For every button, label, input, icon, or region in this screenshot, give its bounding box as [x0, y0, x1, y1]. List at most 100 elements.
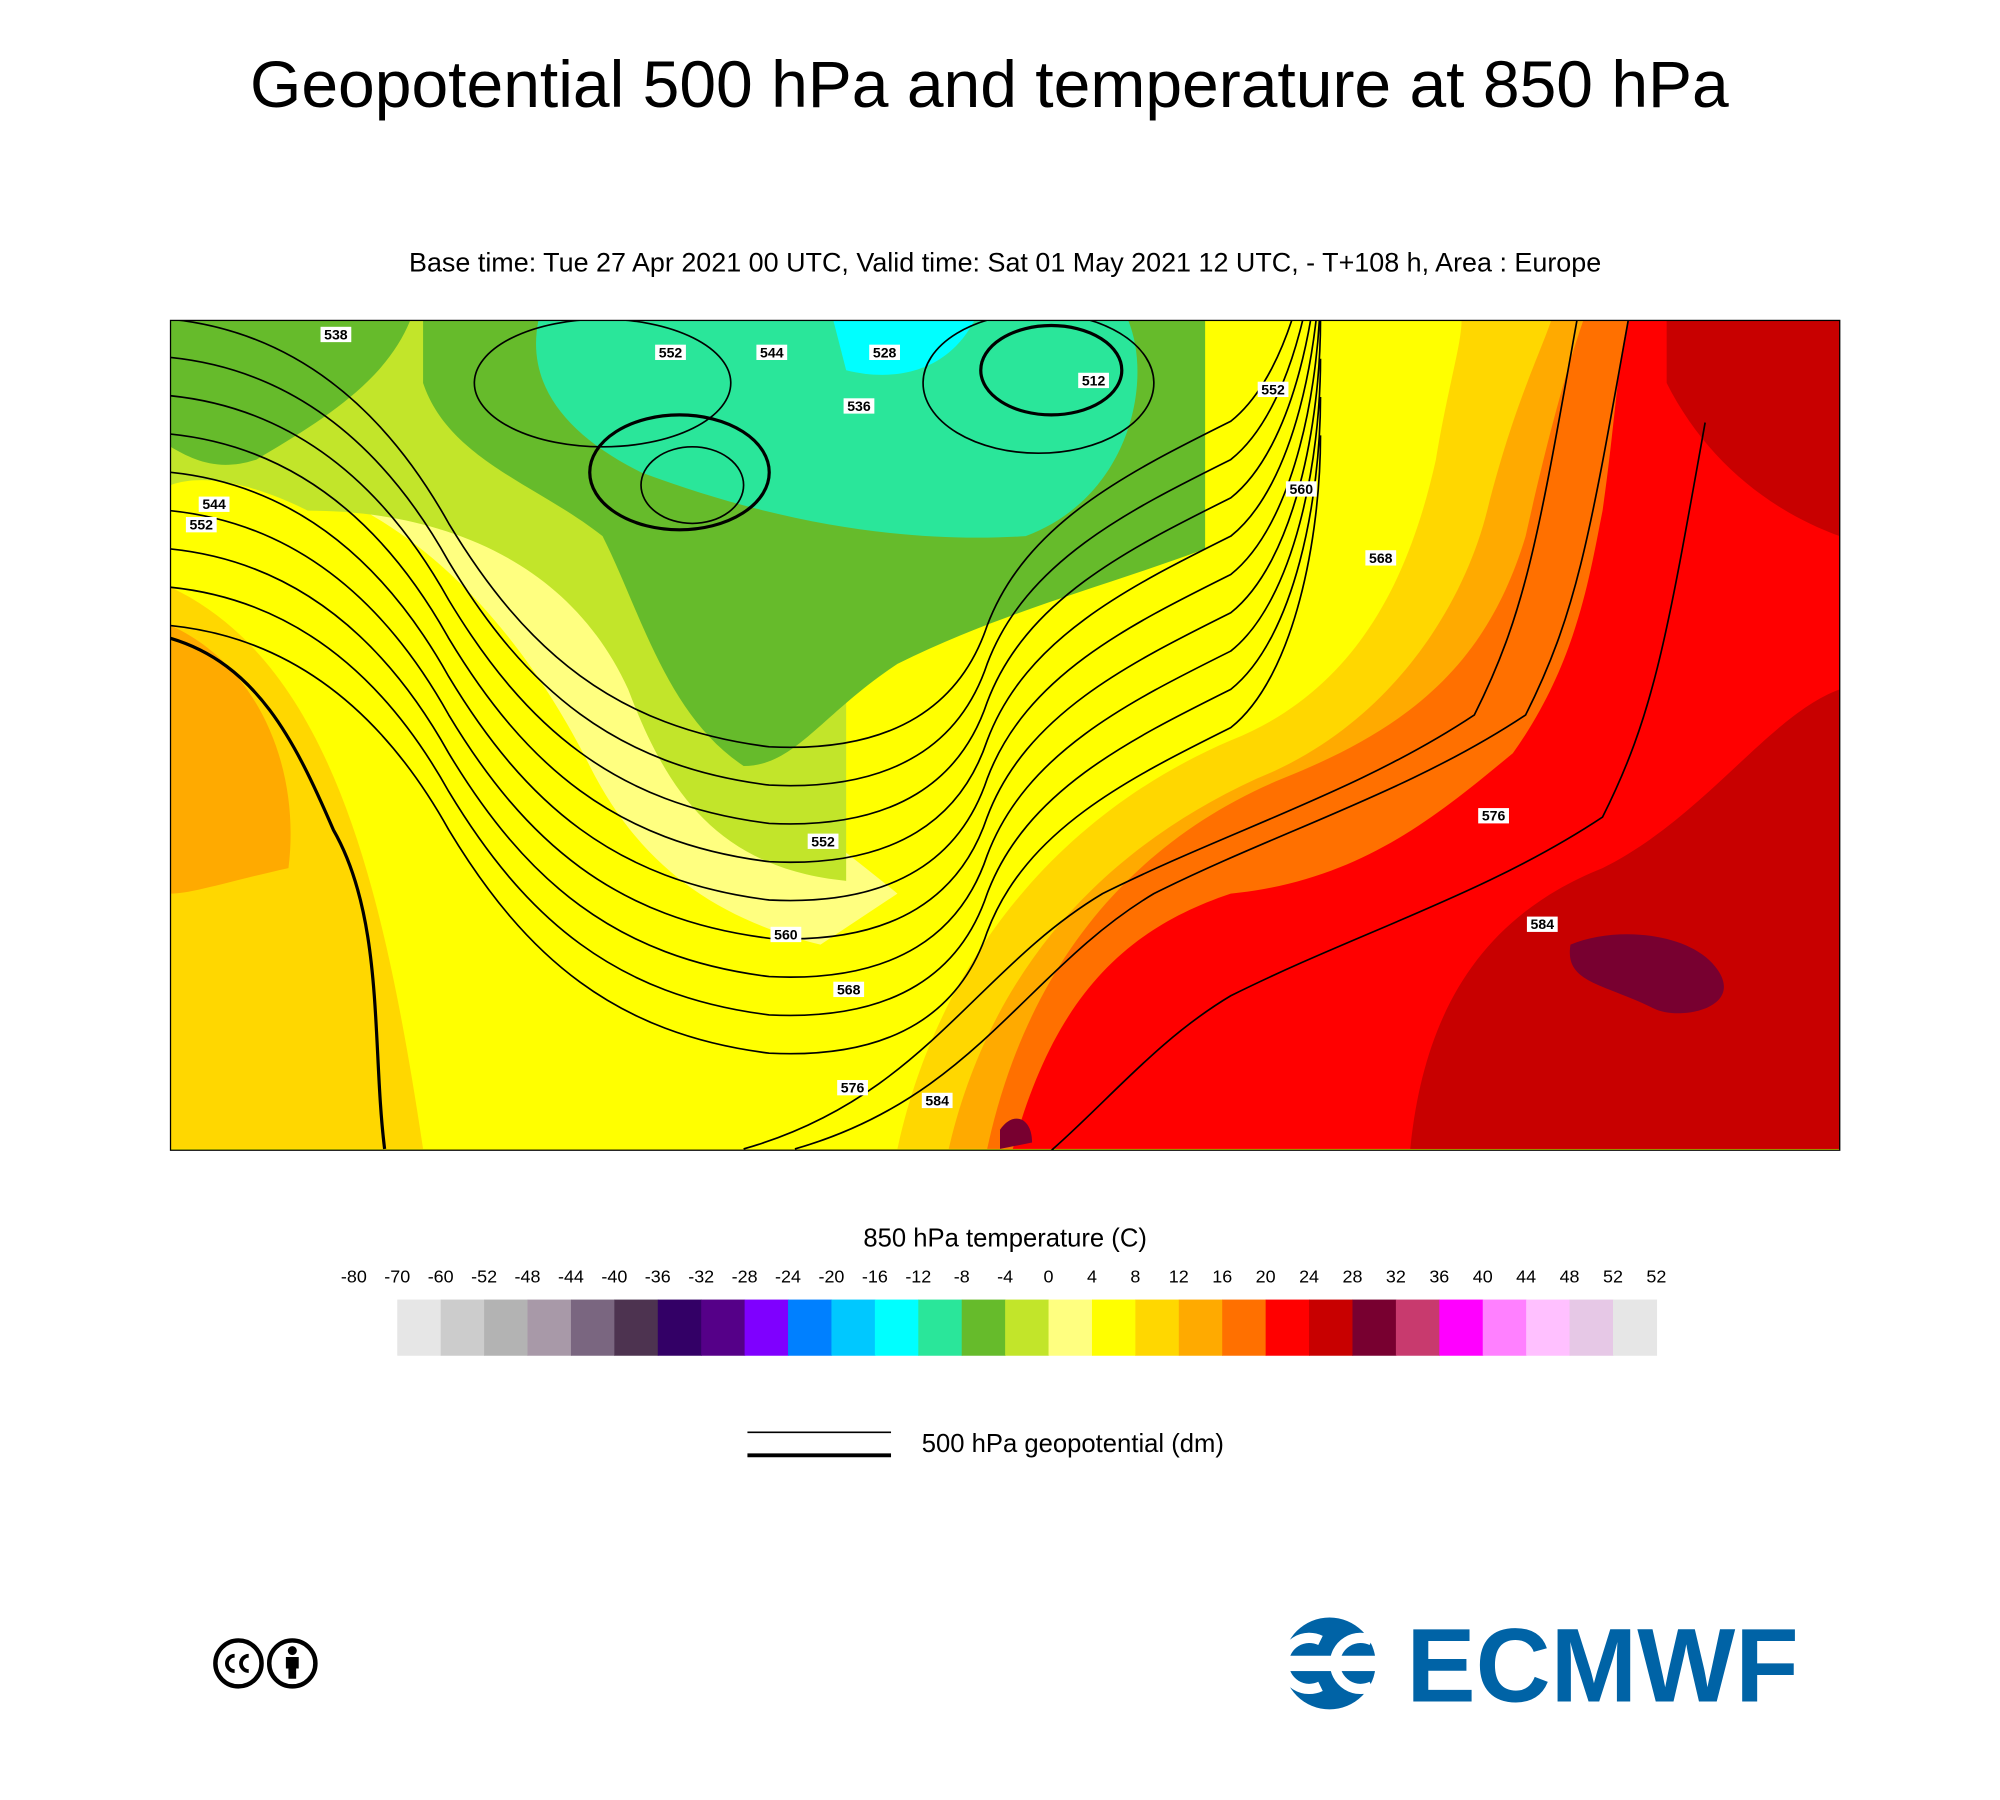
colorbar-swatch [1439, 1299, 1484, 1356]
colorbar-swatch [744, 1299, 789, 1356]
colorbar-label: -48 [515, 1267, 541, 1287]
colorbar-label: -32 [688, 1267, 714, 1287]
contour-label: 552 [1261, 381, 1285, 397]
contour-label-box [833, 981, 865, 998]
colorbar-label: 20 [1256, 1267, 1276, 1287]
contour-label: 560 [1290, 481, 1314, 497]
colorbar-label: 40 [1473, 1267, 1493, 1287]
colorbar-label: -28 [732, 1267, 758, 1287]
colorbar-swatch [1569, 1299, 1614, 1356]
contour-label-box [198, 496, 230, 512]
colorbar-label: -8 [954, 1267, 970, 1287]
contour-label: 584 [925, 1092, 949, 1108]
contour-label: 584 [1531, 916, 1555, 932]
colorbar-label: -16 [862, 1267, 888, 1287]
contour-label: 538 [324, 326, 348, 342]
geopotential-contours [170, 320, 1706, 1151]
contour-label-box [185, 517, 217, 533]
colorbar-label: 8 [1130, 1267, 1140, 1287]
colorbar-label: 28 [1342, 1267, 1362, 1287]
logo-text: ECMWF [1406, 1608, 1798, 1725]
colorbar-label: -80 [341, 1267, 367, 1287]
colorbar-swatch [1135, 1299, 1180, 1356]
colorbar-swatch [918, 1299, 963, 1356]
contour-label: 552 [659, 344, 683, 360]
contour-label-box [869, 344, 900, 360]
colorbar-label: -20 [818, 1267, 844, 1287]
colorbar-swatch [614, 1299, 659, 1356]
colorbar-label: 32 [1386, 1267, 1406, 1287]
contour-label: 528 [873, 344, 897, 360]
colorbar-label: -12 [905, 1267, 931, 1287]
colorbar-swatch [657, 1299, 702, 1356]
ecmwf-logo: ECMWF [1266, 1608, 1799, 1725]
colorbar-label: 4 [1087, 1267, 1097, 1287]
legend-label: 500 hPa geopotential (dm) [922, 1430, 1224, 1458]
contour-label-box [655, 344, 686, 360]
contour-label: 552 [190, 517, 214, 533]
temperature-area [536, 320, 1138, 538]
contour-line [588, 413, 771, 532]
contour-line [170, 636, 387, 1150]
colorbar-label: 44 [1516, 1267, 1536, 1287]
colorbar-swatch [701, 1299, 746, 1356]
colorbar-swatch [961, 1299, 1006, 1356]
colorbar-swatch [1612, 1299, 1658, 1356]
contour-label-box [1078, 372, 1109, 389]
colorbar-label: 16 [1212, 1267, 1232, 1287]
colorbar-label: -24 [775, 1267, 801, 1287]
contour-label: 568 [1369, 550, 1393, 566]
colorbar-swatch [831, 1299, 876, 1356]
colorbar-label: 0 [1044, 1267, 1054, 1287]
contour-line [922, 320, 1155, 455]
subtitle: Base time: Tue 27 Apr 2021 00 UTC, Valid… [409, 247, 1601, 277]
contour-label-box [1285, 481, 1317, 497]
contour-line [473, 320, 732, 448]
contour-label-box [843, 398, 875, 414]
colorbar-swatch [527, 1299, 572, 1356]
colorbar-swatch [1352, 1299, 1397, 1356]
colorbar-label: 52 [1603, 1267, 1623, 1287]
temperature-area [1410, 689, 1840, 1149]
cc-by-icon [213, 1638, 318, 1689]
colorbar-label: -36 [645, 1267, 671, 1287]
contour-label: 512 [1082, 372, 1106, 388]
contour-label-box [1526, 916, 1558, 932]
colorbar-swatch [1395, 1299, 1440, 1356]
contour-label: 552 [811, 833, 835, 849]
temperature-area [833, 320, 975, 375]
contour-label-box [1365, 550, 1397, 566]
contour-label-box [770, 926, 802, 943]
temperature-area [170, 625, 291, 894]
colorbar: -80 -70 -60 -52 -48 -44 -40 -36 -32 -28 -24 -20 -16-… [341, 1267, 1666, 1356]
colorbar-swatch [788, 1299, 833, 1356]
contour-label: 560 [774, 926, 798, 942]
contour-label: 544 [202, 496, 226, 512]
colorbar-label: 36 [1429, 1267, 1449, 1287]
colorbar-label: -40 [601, 1267, 627, 1287]
temperature-area [1000, 1118, 1033, 1149]
colorbar-label: -52 [471, 1267, 497, 1287]
map: 538 544 552 552 544 528 536 512 552 560 568 576 584 5… [170, 320, 1840, 1151]
colorbar-swatch [1265, 1299, 1310, 1356]
colorbar-swatch [1222, 1299, 1267, 1356]
contour-label: 576 [841, 1080, 865, 1096]
temperature-area [1569, 934, 1724, 1014]
colorbar-label: 48 [1560, 1267, 1580, 1287]
colorbar-label: -70 [384, 1267, 410, 1287]
colorbar-swatch [1178, 1299, 1223, 1356]
contour-label-box [320, 326, 352, 343]
colorbar-swatch [570, 1299, 615, 1356]
colorbar-label: -4 [997, 1267, 1013, 1287]
contour-label-box [837, 1080, 868, 1096]
contour-label-box [1478, 808, 1509, 824]
colorbar-swatch [1482, 1299, 1527, 1356]
colorbar-title: 850 hPa temperature (C) [863, 1224, 1147, 1252]
title: Geopotential 500 hPa and temperature at … [250, 47, 1729, 121]
colorbar-swatch [1309, 1299, 1354, 1356]
contour-label: 568 [837, 981, 861, 997]
colorbar-swatch [1005, 1299, 1050, 1356]
contour-line [979, 323, 1124, 417]
